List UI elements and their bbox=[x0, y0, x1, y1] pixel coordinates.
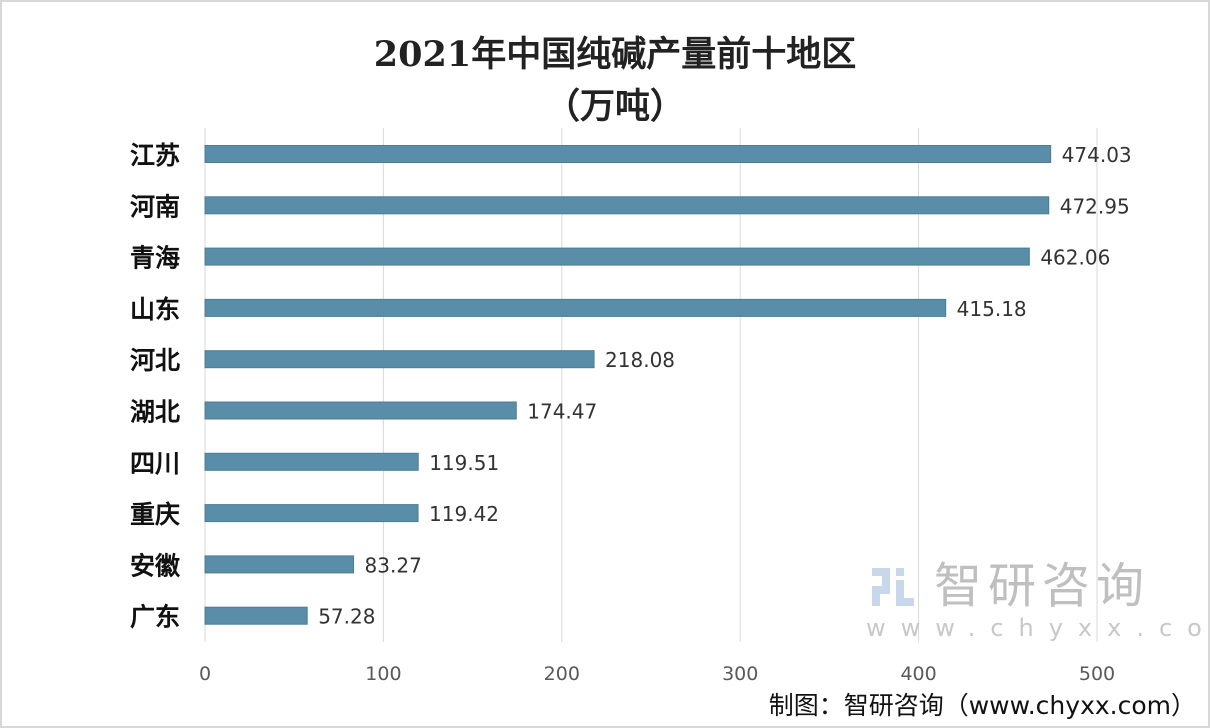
bar bbox=[204, 145, 1052, 163]
bar bbox=[204, 555, 355, 574]
category-label: 广东 bbox=[130, 603, 180, 632]
x-tick-label: 100 bbox=[365, 663, 401, 685]
data-label: 57.28 bbox=[318, 605, 375, 629]
x-tick-label: 300 bbox=[722, 663, 758, 685]
bar bbox=[204, 350, 595, 369]
bar bbox=[204, 606, 308, 625]
x-tick-label: 400 bbox=[900, 663, 936, 685]
bar bbox=[204, 504, 419, 523]
bar bbox=[204, 298, 947, 317]
data-label: 474.03 bbox=[1062, 143, 1132, 167]
x-tick-label: 0 bbox=[199, 663, 211, 685]
category-label: 山东 bbox=[130, 295, 180, 324]
data-label: 472.95 bbox=[1060, 194, 1130, 218]
bar bbox=[204, 401, 517, 420]
data-label: 119.42 bbox=[429, 502, 499, 526]
data-label: 83.27 bbox=[365, 553, 422, 577]
watermark-brand: 智研咨询 bbox=[934, 558, 1151, 614]
x-tick-label: 200 bbox=[544, 663, 580, 685]
chart-subtitle: （万吨） bbox=[544, 86, 685, 127]
watermark-logo-icon bbox=[872, 568, 914, 606]
bar bbox=[204, 452, 419, 471]
category-label: 四川 bbox=[130, 449, 180, 478]
bar bbox=[204, 247, 1030, 266]
data-label: 119.51 bbox=[429, 451, 499, 475]
category-label: 重庆 bbox=[130, 500, 180, 529]
source-note: 制图：智研咨询（www.chyxx.com） bbox=[768, 691, 1196, 720]
data-label: 218.08 bbox=[605, 348, 675, 372]
category-label: 河南 bbox=[130, 192, 180, 221]
x-tick-label: 500 bbox=[1079, 663, 1115, 685]
category-label: 江苏 bbox=[130, 141, 180, 170]
category-label: 安徽 bbox=[130, 551, 181, 580]
data-label: 174.47 bbox=[527, 400, 597, 424]
category-label: 青海 bbox=[130, 244, 180, 273]
watermark-url: www.chyxx.com bbox=[866, 614, 1210, 642]
category-label: 河北 bbox=[130, 346, 180, 375]
bar bbox=[204, 196, 1050, 215]
chart-title: 2021年中国纯碱产量前十地区 bbox=[373, 34, 857, 75]
data-label: 462.06 bbox=[1040, 246, 1110, 270]
category-label: 湖北 bbox=[130, 398, 180, 427]
data-label: 415.18 bbox=[957, 297, 1027, 321]
